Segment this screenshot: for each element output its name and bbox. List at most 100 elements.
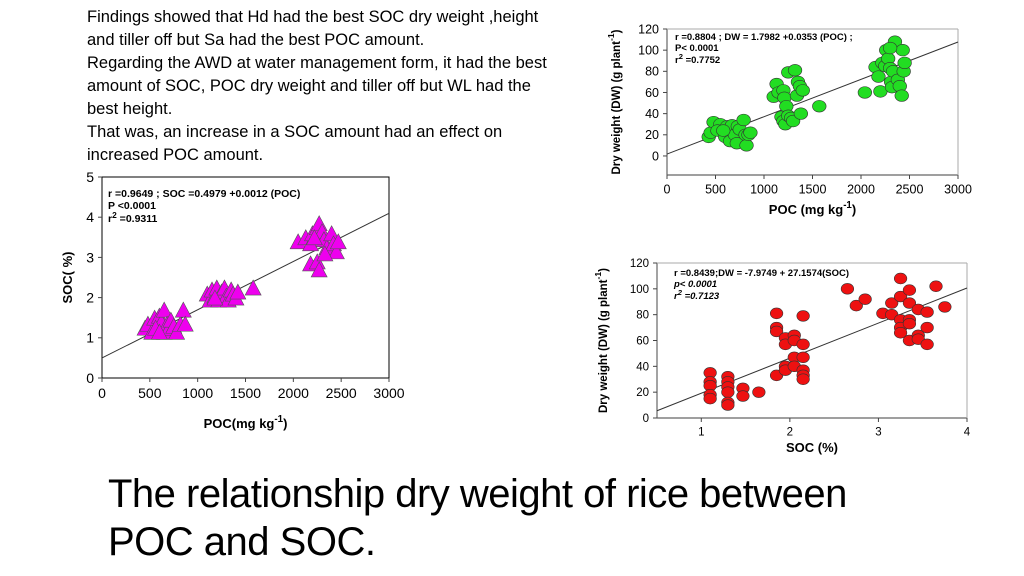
data-point-triangle	[305, 229, 323, 246]
data-point-circle	[920, 306, 934, 318]
x-tick-label: 0	[98, 385, 106, 401]
data-point-triangle	[206, 289, 224, 306]
y-tick-label: 20	[636, 387, 649, 399]
x-tick-label: 2500	[326, 385, 357, 401]
data-point-circle	[812, 100, 827, 113]
y-tick-label: 120	[638, 22, 659, 36]
data-point-circle	[796, 373, 810, 385]
data-point-circle	[902, 297, 917, 309]
y-tick-label: 40	[636, 361, 649, 373]
x-tick-label: 2	[787, 427, 793, 439]
x-tick-label: 2500	[896, 183, 924, 197]
data-point-circle	[897, 56, 912, 70]
regression-annotation: P< 0.0001	[675, 43, 719, 54]
data-point-circle	[721, 386, 735, 398]
data-point-circle	[739, 139, 754, 152]
x-tick-label: 500	[138, 385, 162, 401]
regression-annotation: r =0.8804 ; DW = 1.7982 +0.0353 (POC) ;	[675, 32, 853, 43]
y-tick-label: 80	[645, 65, 659, 79]
data-point-circle	[769, 307, 784, 320]
data-point-circle	[736, 390, 750, 402]
data-point-triangle	[229, 283, 247, 300]
x-tick-label: 1500	[230, 385, 261, 401]
regression-annotation: p< 0.0001	[673, 279, 717, 290]
data-point-circle	[902, 318, 917, 330]
x-tick-label: 2000	[847, 183, 875, 197]
findings-line: That was, an increase in a SOC amount ha…	[87, 123, 503, 141]
x-tick-label: 500	[705, 183, 726, 197]
data-point-circle	[721, 399, 735, 411]
y-tick-label: 40	[645, 107, 659, 121]
data-point-circle	[895, 44, 910, 57]
x-tick-label: 1500	[799, 183, 827, 197]
data-point-circle	[795, 84, 810, 97]
x-tick-label: 2000	[278, 385, 309, 401]
regression-annotation: r =0.8439;DW = -7.9749 + 27.1574(SOC)	[674, 268, 849, 279]
y-tick-label: 80	[636, 310, 649, 322]
data-point-circle	[787, 64, 803, 77]
x-axis-label: POC(mg kg-1)	[204, 414, 288, 431]
data-point-triangle	[150, 323, 168, 340]
data-point-triangle	[155, 301, 173, 318]
r-squared-annotation: r2 =0.7123	[674, 288, 720, 302]
data-point-circle	[885, 297, 899, 309]
findings-line: amount of SOC, POC dry weight and tiller…	[87, 77, 531, 95]
y-tick-label: 0	[652, 149, 659, 163]
data-point-circle	[938, 301, 952, 313]
data-point-triangle	[310, 261, 328, 278]
data-point-circle	[871, 70, 886, 83]
y-tick-label: 100	[630, 284, 649, 296]
y-axis-label: Dry weight (DW) (g plant-1)	[593, 268, 610, 413]
data-point-circle	[752, 386, 766, 398]
data-point-circle	[894, 89, 909, 102]
x-tick-label: 3000	[944, 183, 972, 197]
y-tick-label: 20	[645, 128, 659, 142]
data-point-circle	[929, 280, 943, 292]
y-tick-label: 5	[86, 169, 94, 185]
findings-line: Regarding the AWD at water management fo…	[87, 54, 547, 72]
findings-line: and tiller off but Sa had the best POC a…	[87, 31, 425, 49]
x-tick-label: 4	[964, 427, 971, 439]
x-tick-label: 1000	[182, 385, 213, 401]
data-point-circle	[849, 299, 863, 312]
y-tick-label: 120	[630, 258, 649, 270]
data-point-circle	[743, 126, 758, 139]
regression-annotation: r =0.9649 ; SOC =0.4979 +0.0012 (POC)	[108, 188, 300, 200]
data-point-circle	[769, 325, 784, 338]
y-tick-label: 100	[638, 44, 659, 58]
r-squared-annotation: r2 =0.9311	[108, 210, 158, 225]
data-point-triangle	[168, 323, 186, 340]
y-tick-label: 4	[86, 209, 94, 225]
data-point-triangle	[244, 279, 262, 296]
data-point-circle	[793, 107, 808, 120]
findings-text: Findings showed that Hd had the best SOC…	[87, 6, 597, 167]
x-tick-label: 3	[875, 427, 881, 439]
slide-title-line: The relationship dry weight of rice betw…	[108, 472, 847, 516]
data-point-circle	[893, 272, 908, 285]
data-point-circle	[893, 290, 908, 303]
slide-title-line: POC and SOC.	[108, 520, 376, 564]
data-point-circle	[920, 338, 934, 351]
data-point-circle	[920, 321, 934, 334]
x-axis-label: SOC (%)	[786, 440, 838, 455]
data-point-circle	[902, 284, 917, 296]
data-point-circle	[893, 327, 908, 339]
findings-line: increased POC amount.	[87, 146, 264, 164]
y-axis-label: Dry weight (DW) (g plant-1)	[606, 29, 623, 174]
data-point-triangle	[329, 233, 347, 250]
data-point-triangle	[327, 243, 345, 260]
data-point-circle	[796, 338, 810, 351]
x-tick-label: 1	[698, 427, 704, 439]
data-point-triangle	[176, 315, 194, 332]
findings-line: Findings showed that Hd had the best SOC…	[87, 8, 539, 26]
y-tick-label: 3	[86, 249, 94, 265]
y-tick-label: 60	[636, 336, 649, 348]
r-squared-annotation: r2 =0.7752	[675, 52, 720, 66]
data-point-circle	[840, 283, 855, 295]
y-tick-label: 1	[86, 330, 94, 346]
chart-dw-vs-poc: 0 500 1000 1500 2000 2500 3000 0 20 40 60 80 100 120 P…	[606, 22, 972, 217]
data-point-circle	[796, 310, 810, 322]
y-tick-label: 0	[86, 370, 94, 386]
